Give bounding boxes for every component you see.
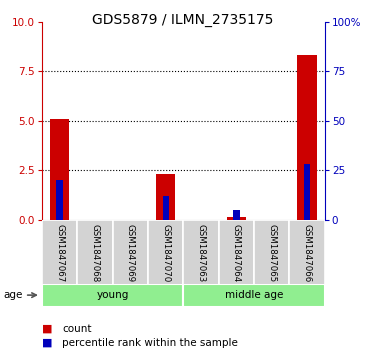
Bar [183,284,325,307]
Text: GSM1847064: GSM1847064 [232,224,241,282]
Bar [233,210,240,220]
Text: GSM1847065: GSM1847065 [267,224,276,282]
Text: GDS5879 / ILMN_2735175: GDS5879 / ILMN_2735175 [92,13,273,27]
Bar [183,220,219,285]
Text: GSM1847063: GSM1847063 [197,224,205,282]
Text: GSM1847067: GSM1847067 [55,224,64,282]
Text: age: age [4,290,23,300]
Text: ■: ■ [42,338,53,348]
Text: ■: ■ [42,323,53,334]
Text: percentile rank within the sample: percentile rank within the sample [62,338,238,348]
Bar [162,196,169,220]
Bar [148,220,183,285]
Text: GSM1847068: GSM1847068 [91,224,100,282]
Bar [42,284,183,307]
Bar [42,220,77,285]
Bar [57,180,63,220]
Bar [289,220,325,285]
Text: middle age: middle age [225,290,283,300]
Text: count: count [62,323,92,334]
Bar [227,217,246,220]
Bar [304,164,310,220]
Bar [254,220,289,285]
Text: GSM1847069: GSM1847069 [126,224,135,282]
Text: GSM1847070: GSM1847070 [161,224,170,282]
Bar [297,56,317,220]
Bar [50,119,69,220]
Bar [113,220,148,285]
Text: young: young [96,290,129,300]
Bar [77,220,113,285]
Bar [156,174,176,220]
Text: GSM1847066: GSM1847066 [303,224,312,282]
Bar [219,220,254,285]
